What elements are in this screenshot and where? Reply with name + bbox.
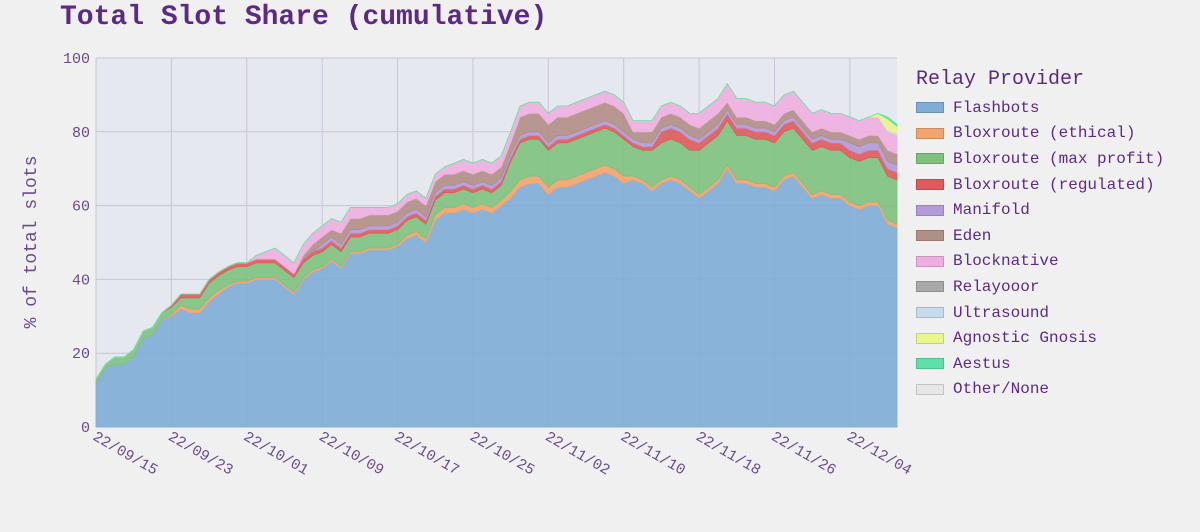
y-axis-label: % of total slots [22,156,42,329]
x-tick-label: 22/11/02 [542,429,613,480]
x-tick-label: 22/10/25 [466,429,537,480]
legend-label: Relayooor [953,277,1040,296]
y-tick-label: 80 [72,125,90,142]
legend-item[interactable]: Other/None [916,377,1164,403]
legend-label: Agnostic Gnosis [953,329,1098,348]
legend-swatch [916,102,944,114]
y-tick-labels: 0 20 40 60 80 100 [63,51,90,437]
y-tick-label: 40 [72,272,90,289]
legend-label: Bloxroute (ethical) [953,124,1136,143]
legend-item[interactable]: Manifold [916,197,1164,223]
x-tick-label: 22/11/26 [768,429,839,480]
x-tick-label: 22/11/18 [693,429,764,480]
legend-item[interactable]: Blocknative [916,249,1164,275]
y-tick-label: 100 [63,51,90,68]
legend-item[interactable]: Bloxroute (regulated) [916,172,1164,198]
legend: Relay Provider Flashbots Bloxroute (ethic… [916,68,1164,402]
area-aestus [95,83,898,380]
legend-label: Other/None [953,380,1050,399]
legend-swatch [916,179,944,191]
legend-items: Flashbots Bloxroute (ethical) Bloxroute (m… [916,95,1164,402]
y-tick-label: 20 [72,346,90,363]
legend-item[interactable]: Eden [916,223,1164,249]
legend-label: Bloxroute (max profit) [953,149,1165,168]
legend-swatch [916,153,944,165]
x-tick-label: 22/10/01 [240,429,311,480]
legend-label: Aestus [953,354,1011,373]
legend-swatch [916,127,944,139]
legend-label: Manifold [953,201,1030,220]
legend-swatch [916,255,944,267]
x-tick-label: 22/12/04 [843,429,914,480]
legend-swatch [916,281,944,293]
legend-item[interactable]: Flashbots [916,95,1164,121]
legend-label: Bloxroute (regulated) [953,175,1155,194]
legend-swatch [916,230,944,242]
x-tick-label: 22/10/09 [316,429,387,480]
y-tick-label: 0 [81,420,90,437]
legend-swatch [916,307,944,319]
legend-item[interactable]: Ultrasound [916,300,1164,326]
legend-item[interactable]: Agnostic Gnosis [916,325,1164,351]
chart-title: Total Slot Share (cumulative) [60,2,548,33]
legend-item[interactable]: Relayooor [916,274,1164,300]
legend-item[interactable]: Bloxroute (max profit) [916,146,1164,172]
legend-label: Flashbots [953,98,1040,117]
legend-label: Blocknative [953,252,1059,271]
legend-swatch [916,332,944,344]
x-tick-label: 22/09/23 [165,429,236,480]
legend-swatch [916,204,944,216]
y-tick-label: 60 [72,199,90,216]
legend-swatch [916,383,944,395]
x-tick-label: 22/11/10 [617,429,688,480]
legend-item[interactable]: Aestus [916,351,1164,377]
legend-label: Eden [953,226,992,245]
legend-item[interactable]: Bloxroute (ethical) [916,121,1164,147]
x-tick-label: 22/09/15 [90,429,161,480]
legend-label: Ultrasound [953,303,1050,322]
legend-swatch [916,358,944,370]
x-tick-label: 22/10/17 [391,429,462,480]
area-series [95,83,898,428]
legend-title: Relay Provider [916,68,1085,91]
x-tick-labels: 22/09/15 22/09/23 22/10/01 22/10/09 22/10/17… [90,429,915,480]
